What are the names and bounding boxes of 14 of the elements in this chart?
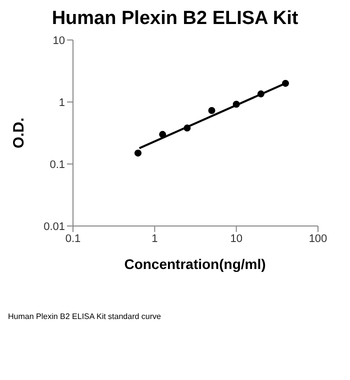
x-tick-label: 100	[308, 232, 328, 245]
chart-title: Human Plexin B2 ELISA Kit	[50, 8, 300, 30]
text: Human Plexin B2 ELISA Kit standard curve	[8, 312, 162, 321]
y-tick-label: 0.1	[50, 158, 65, 171]
y-tick-label: 0.01	[44, 220, 65, 233]
point	[208, 106, 216, 114]
x-axis-title: Concentration(ng/ml)	[123, 256, 267, 272]
x-tick-label: 10	[230, 232, 242, 245]
y-axis-title: O.D.	[10, 118, 28, 148]
x-tick-label: 1	[152, 232, 158, 245]
x-tick-label: 0.1	[65, 232, 81, 245]
point	[134, 150, 142, 157]
y-tick-label: 1	[58, 96, 65, 109]
y-tick-label: 10	[52, 34, 65, 47]
